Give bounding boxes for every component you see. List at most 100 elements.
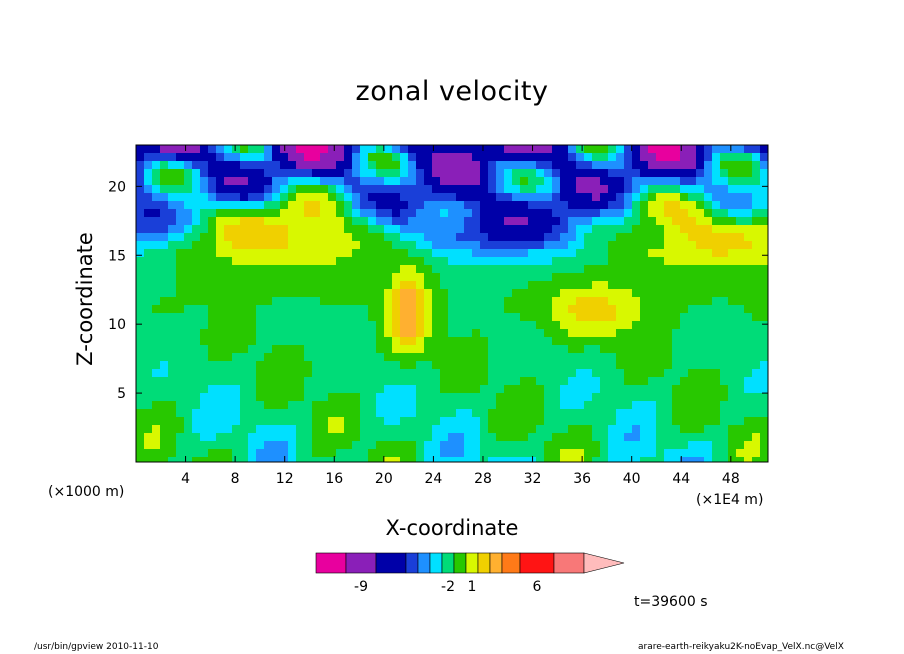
heatmap-cell xyxy=(472,193,480,201)
heatmap-cell xyxy=(232,393,240,401)
heatmap-cell xyxy=(672,169,680,177)
heatmap-cell xyxy=(608,449,616,457)
heatmap-cell xyxy=(400,233,408,241)
heatmap-cell xyxy=(168,409,176,417)
heatmap-cell xyxy=(328,145,336,153)
heatmap-cell xyxy=(200,209,208,217)
heatmap-cell xyxy=(728,209,736,217)
heatmap-cell xyxy=(144,313,152,321)
heatmap-cell xyxy=(432,409,440,417)
heatmap-cell xyxy=(240,345,248,353)
heatmap-cell xyxy=(656,289,664,297)
heatmap-cell xyxy=(152,361,160,369)
heatmap-cell xyxy=(696,225,704,233)
heatmap-cell xyxy=(240,401,248,409)
heatmap-cell xyxy=(272,249,280,257)
heatmap-cell xyxy=(184,385,192,393)
heatmap-cell xyxy=(704,433,712,441)
heatmap-cell xyxy=(184,153,192,161)
heatmap-cell xyxy=(464,161,472,169)
heatmap-cell xyxy=(536,361,544,369)
heatmap-cell xyxy=(680,281,688,289)
heatmap-cell xyxy=(696,185,704,193)
heatmap-cell xyxy=(552,161,560,169)
heatmap-cell xyxy=(624,385,632,393)
heatmap-cell xyxy=(368,337,376,345)
heatmap-cell xyxy=(352,297,360,305)
heatmap-cell xyxy=(648,377,656,385)
heatmap-cell xyxy=(584,225,592,233)
heatmap-cell xyxy=(464,145,472,153)
heatmap-cell xyxy=(488,297,496,305)
heatmap-cell xyxy=(464,281,472,289)
footer-command-date: /usr/bin/gpview 2010-11-10 xyxy=(34,642,159,652)
heatmap-cell xyxy=(360,225,368,233)
heatmap-cell xyxy=(576,409,584,417)
heatmap-cell xyxy=(488,369,496,377)
heatmap-cell xyxy=(560,313,568,321)
heatmap-cell xyxy=(160,457,168,462)
heatmap-cell xyxy=(288,409,296,417)
heatmap-cell xyxy=(136,337,144,345)
heatmap-cell xyxy=(720,193,728,201)
heatmap-cell xyxy=(760,457,768,462)
heatmap-cell xyxy=(576,441,584,449)
heatmap-cell xyxy=(368,345,376,353)
heatmap-cell xyxy=(256,225,264,233)
heatmap-cell xyxy=(200,337,208,345)
heatmap-cell xyxy=(368,185,376,193)
heatmap-cell xyxy=(576,361,584,369)
heatmap-cell xyxy=(640,249,648,257)
heatmap-cell xyxy=(216,177,224,185)
heatmap-cell xyxy=(616,321,624,329)
heatmap-cell xyxy=(416,425,424,433)
heatmap-cell xyxy=(136,193,144,201)
heatmap-cell xyxy=(312,337,320,345)
heatmap-cell xyxy=(320,441,328,449)
colorbar-box xyxy=(441,552,455,574)
heatmap-cell xyxy=(224,305,232,313)
heatmap-cell xyxy=(464,201,472,209)
heatmap-cell xyxy=(520,329,528,337)
heatmap-cell xyxy=(216,401,224,409)
heatmap-cell xyxy=(240,305,248,313)
heatmap-cell xyxy=(512,457,520,462)
heatmap-cell xyxy=(168,193,176,201)
heatmap-cell xyxy=(304,385,312,393)
heatmap-cell xyxy=(320,361,328,369)
heatmap-cell xyxy=(448,273,456,281)
heatmap-cell xyxy=(752,241,760,249)
heatmap-cell xyxy=(368,249,376,257)
heatmap-cell xyxy=(656,273,664,281)
heatmap-cell xyxy=(584,201,592,209)
heatmap-cell xyxy=(288,273,296,281)
heatmap-cell xyxy=(472,257,480,265)
heatmap-cell xyxy=(200,377,208,385)
heatmap-cell xyxy=(208,457,216,462)
heatmap-cell xyxy=(248,425,256,433)
heatmap-cell xyxy=(408,377,416,385)
heatmap-cell xyxy=(560,409,568,417)
heatmap-cell xyxy=(672,209,680,217)
heatmap-cell xyxy=(504,313,512,321)
heatmap-cell xyxy=(648,233,656,241)
heatmap-cell xyxy=(144,265,152,273)
heatmap-cell xyxy=(208,305,216,313)
heatmap-cell xyxy=(152,409,160,417)
heatmap-cell xyxy=(232,249,240,257)
heatmap-cell xyxy=(152,169,160,177)
heatmap-cell xyxy=(232,289,240,297)
heatmap-cell xyxy=(760,281,768,289)
heatmap-cell xyxy=(288,353,296,361)
heatmap-cell xyxy=(192,385,200,393)
heatmap-cell xyxy=(160,441,168,449)
heatmap-cell xyxy=(512,273,520,281)
heatmap-cell xyxy=(280,345,288,353)
heatmap-cell xyxy=(632,217,640,225)
heatmap-cell xyxy=(360,249,368,257)
heatmap-cell xyxy=(424,313,432,321)
heatmap-cell xyxy=(736,377,744,385)
heatmap-cell xyxy=(328,169,336,177)
heatmap-cell xyxy=(736,337,744,345)
heatmap-cell xyxy=(632,313,640,321)
